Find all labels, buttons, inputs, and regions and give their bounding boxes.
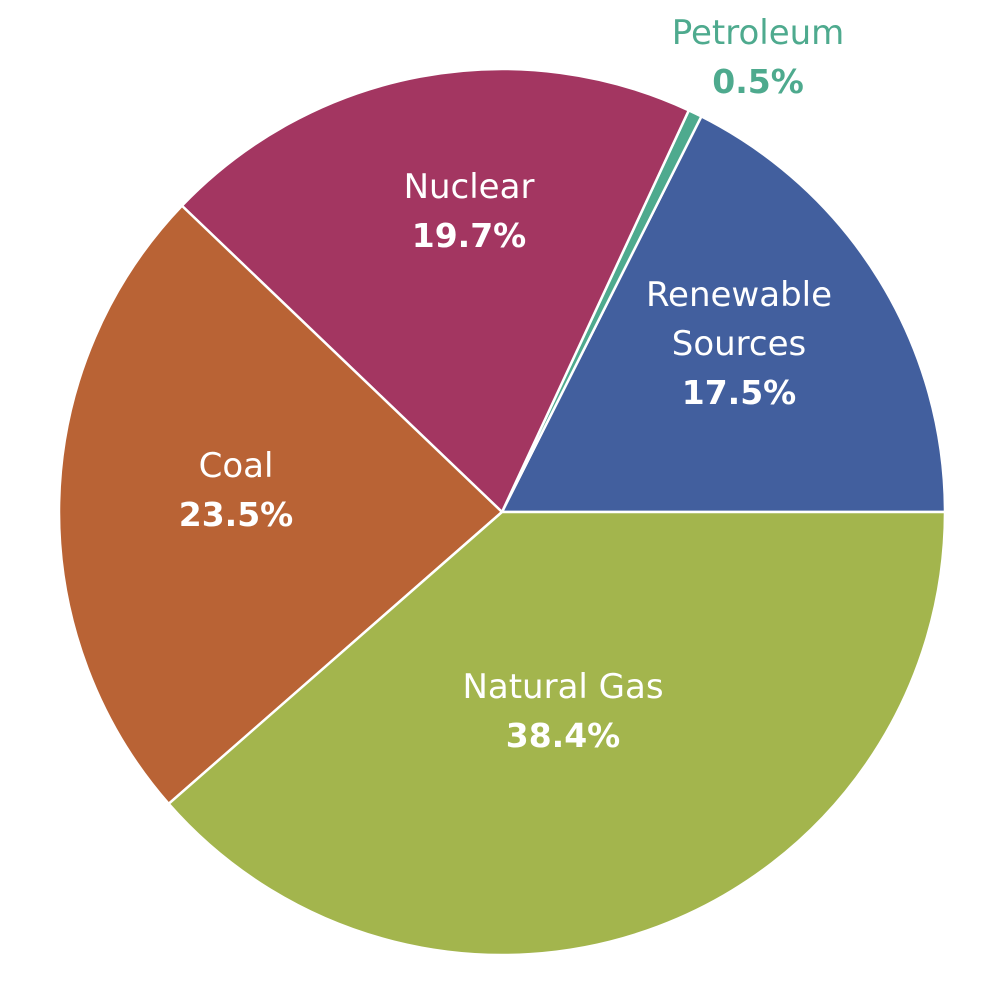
pie-slice-natural-gas — [167, 510, 947, 957]
pie-slice-coal — [57, 204, 504, 806]
pie-slice-renewable-sources — [500, 115, 947, 514]
pie-slices — [57, 67, 947, 957]
slice-label-renewable-sources: Renewable Sources 17.5% — [646, 275, 832, 412]
slice-label-line: Nuclear — [404, 167, 535, 207]
slice-value-coal: 23.5% — [179, 495, 294, 534]
slice-label-line: Renewable — [646, 275, 832, 315]
slice-label-nuclear: Nuclear 19.7% — [404, 167, 535, 255]
slice-label-line: Sources — [672, 324, 807, 364]
slice-value-nuclear: 19.7% — [412, 216, 527, 255]
slice-value-renewable-sources: 17.5% — [682, 373, 797, 412]
slice-label-coal: Coal 23.5% — [179, 446, 294, 534]
slice-label-natural-gas: Natural Gas 38.4% — [462, 667, 663, 755]
pie-slice-nuclear — [180, 67, 691, 514]
slice-label-line: Coal — [199, 446, 274, 486]
slice-label-line: Natural Gas — [462, 667, 663, 707]
pie-labels: Renewable Sources 17.5% Petroleum 0.5% Nuclea… — [179, 13, 845, 755]
slice-label-line: Petroleum — [672, 13, 845, 53]
slice-label-petroleum: Petroleum 0.5% — [672, 13, 845, 101]
slice-value-natural-gas: 38.4% — [506, 716, 621, 755]
slice-value-petroleum: 0.5% — [712, 62, 804, 101]
